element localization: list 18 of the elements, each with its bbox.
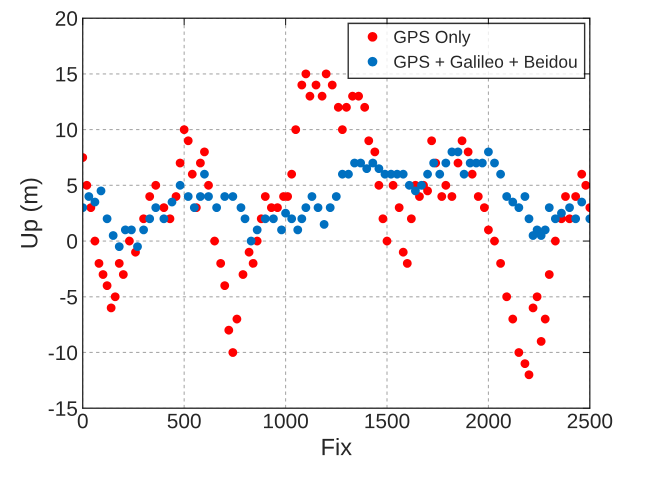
y-tick-label: 10	[56, 122, 78, 138]
y-tick-label: 20	[56, 11, 78, 26]
y-tick-label: -10	[48, 345, 78, 360]
y-tick-label: 0	[67, 234, 78, 249]
y-tick-label: -15	[48, 401, 78, 416]
legend-label: GPS + Galileo + Beidou	[394, 55, 577, 68]
x-axis-title: Fix	[322, 438, 352, 456]
y-tick-label: 5	[67, 178, 78, 194]
x-tick-label: 1500	[365, 414, 410, 428]
x-tick-label: 1000	[264, 414, 308, 428]
y-tick-label: -5	[60, 290, 78, 305]
y-axis-title: Up (m)	[20, 178, 42, 248]
x-tick-label: 0	[78, 414, 88, 428]
x-tick-label: 500	[168, 414, 201, 428]
y-tick-label: 15	[56, 67, 78, 82]
legend-label: GPS Only	[394, 30, 471, 46]
x-tick-label: 2000	[466, 414, 511, 428]
x-tick-label: 2500	[568, 414, 612, 428]
